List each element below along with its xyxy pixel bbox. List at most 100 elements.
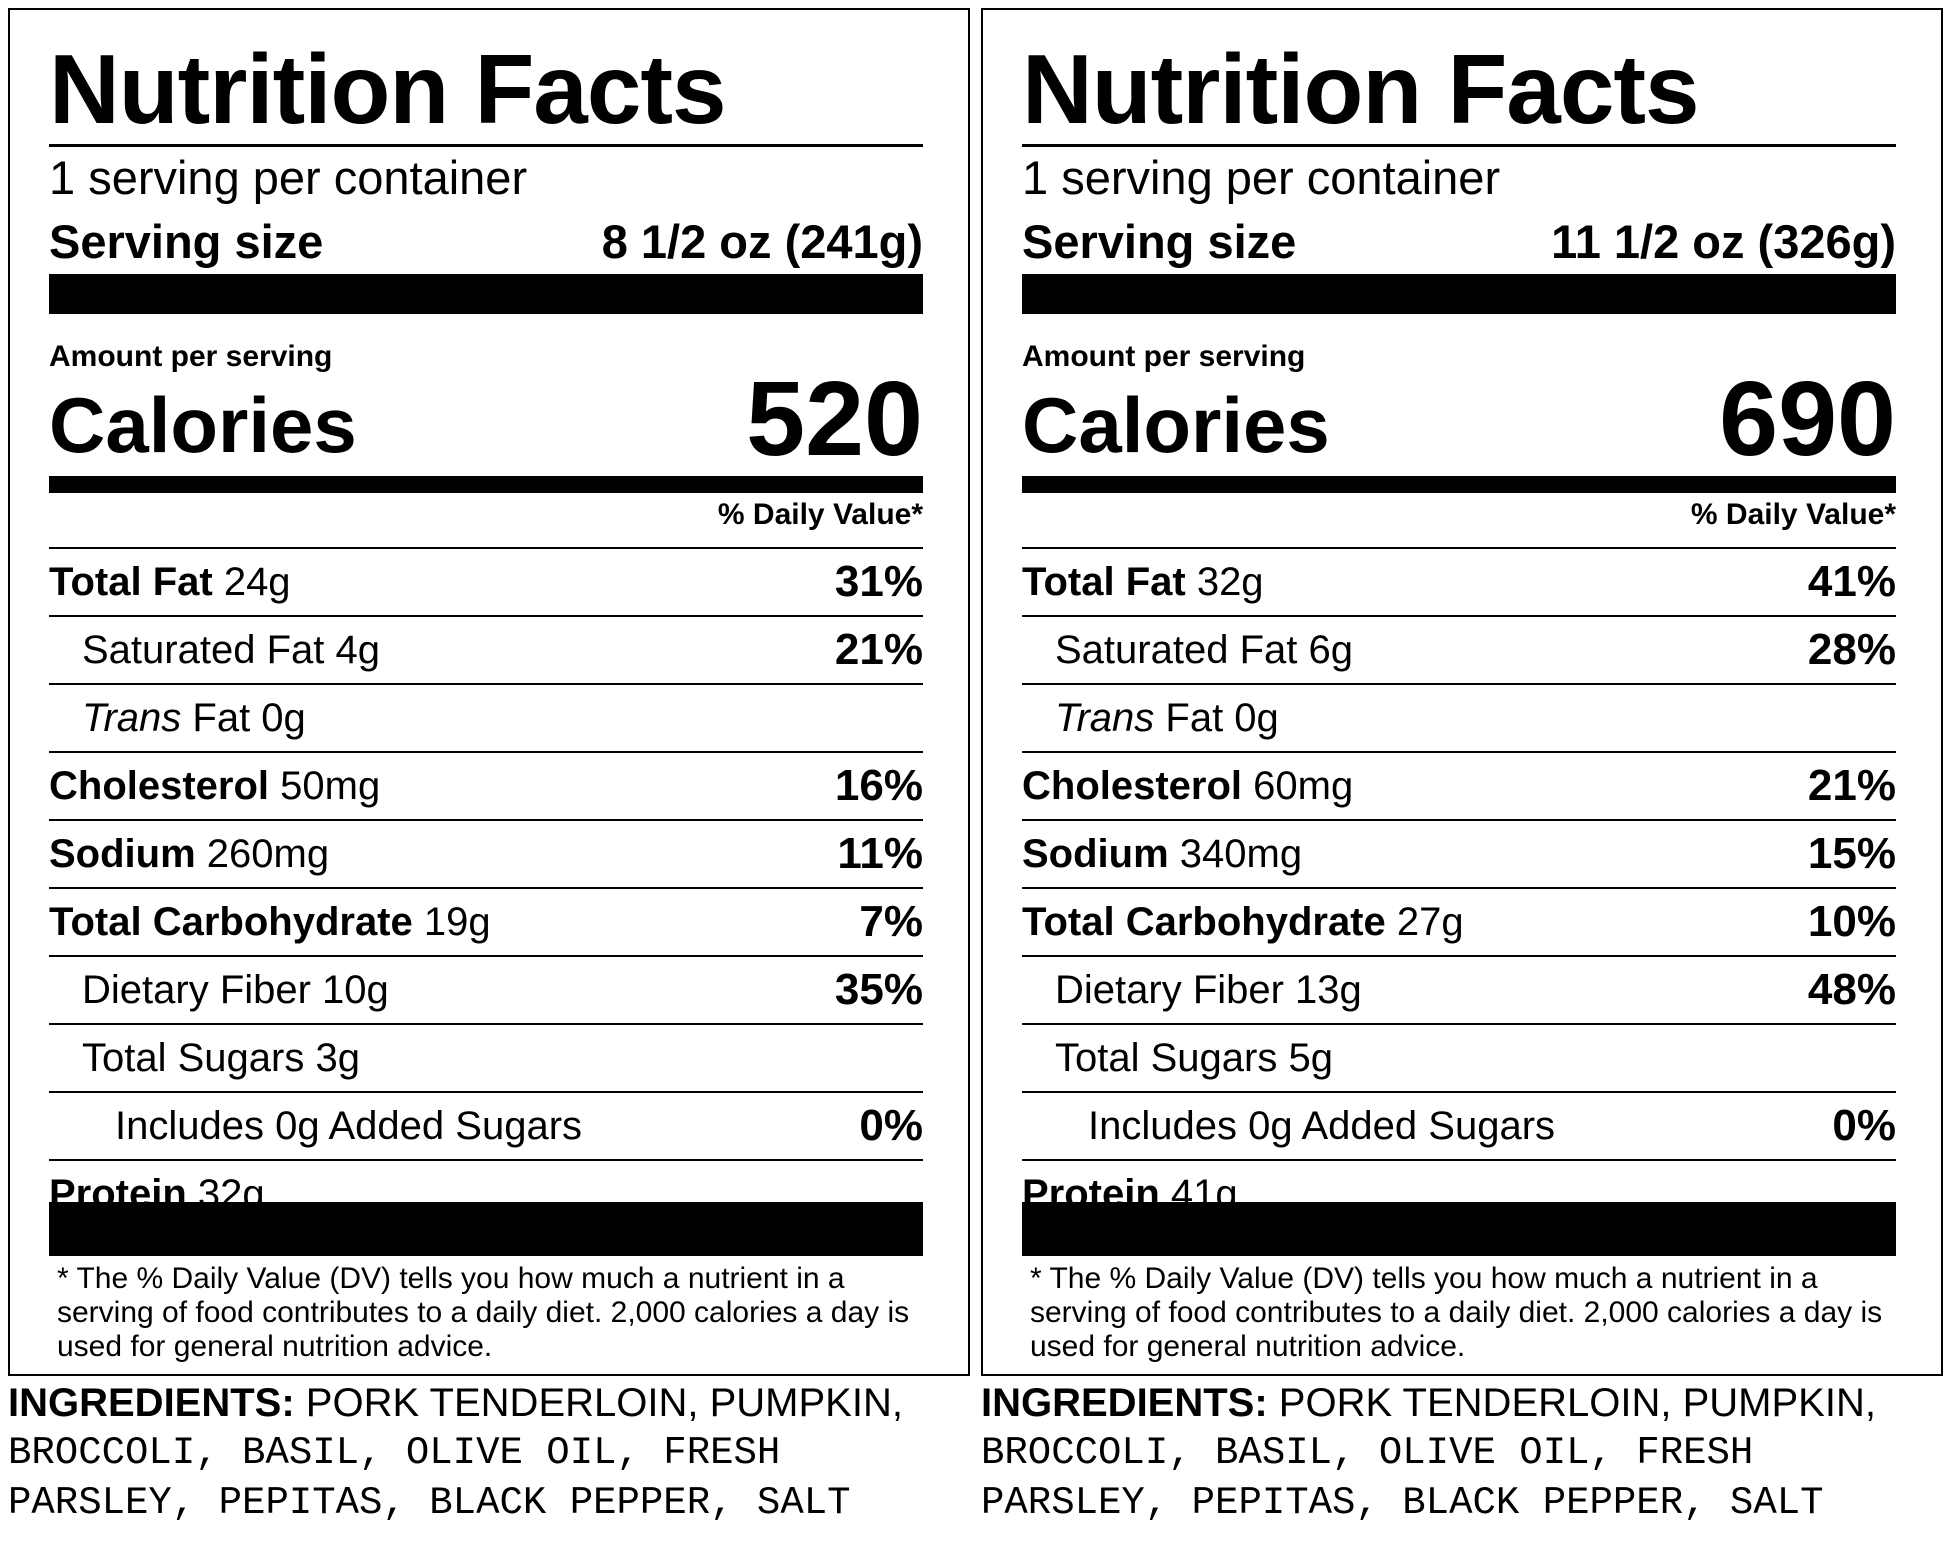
amount-per-serving: Amount per serving bbox=[49, 340, 333, 373]
nutrient-amount: 24g bbox=[212, 559, 291, 604]
nutrient-name: Fat 0g bbox=[181, 695, 306, 740]
nutrient-name: Total Fat bbox=[49, 559, 213, 604]
ingredients-line: PORK TENDERLOIN, PUMPKIN, bbox=[294, 1381, 903, 1425]
nutrient-amount: 50mg bbox=[269, 763, 381, 808]
nutrient-name: Cholesterol bbox=[49, 763, 270, 808]
calories-value: 520 bbox=[746, 360, 923, 478]
nutrient-name: Total Sugars 5g bbox=[1055, 1035, 1333, 1080]
title-rule bbox=[49, 144, 923, 147]
nutrient-name: Includes 0g Added Sugars bbox=[115, 1103, 583, 1148]
nutrient-row-total-fat: Total Fat 32g 41% bbox=[1022, 547, 1896, 615]
nutrition-label-right: Nutrition Facts 1 serving per container … bbox=[981, 8, 1943, 1376]
daily-value-pct: 31% bbox=[834, 557, 923, 606]
daily-value-pct: 21% bbox=[1807, 761, 1896, 810]
nutrient-amount: 260mg bbox=[195, 831, 330, 876]
nutrient-name: Total Carbohydrate bbox=[49, 899, 413, 944]
daily-value-pct: 41% bbox=[1807, 557, 1896, 606]
medium-divider bbox=[49, 476, 923, 493]
serving-size-row: Serving size 8 1/2 oz (241g) bbox=[49, 213, 923, 269]
daily-value-header: % Daily Value* bbox=[1690, 498, 1896, 531]
nutrient-name: Includes 0g Added Sugars bbox=[1088, 1103, 1556, 1148]
nutrient-row-trans-fat: Trans Fat 0g bbox=[1022, 683, 1896, 751]
daily-value-pct: 21% bbox=[834, 625, 923, 674]
daily-value-pct: 16% bbox=[834, 761, 923, 810]
nutrient-name: Total Sugars 3g bbox=[82, 1035, 360, 1080]
nutrient-row-cholesterol: Cholesterol 50mg 16% bbox=[49, 751, 923, 819]
daily-value-pct: 10% bbox=[1807, 897, 1896, 946]
thick-divider-bottom bbox=[49, 1202, 923, 1256]
ingredients-line: PARSLEY, PEPITAS, BLACK PEPPER, SALT bbox=[981, 1481, 1824, 1525]
nutrition-label-left: Nutrition Facts 1 serving per container … bbox=[8, 8, 970, 1376]
trans-word: Trans bbox=[82, 695, 182, 740]
daily-value-pct: 0% bbox=[1832, 1101, 1896, 1150]
daily-value-pct: 48% bbox=[1807, 965, 1896, 1014]
nutrient-rows: Total Fat 32g 41% Saturated Fat 6g 28% T… bbox=[1022, 547, 1896, 1227]
serving-size-row: Serving size 11 1/2 oz (326g) bbox=[1022, 213, 1896, 269]
nutrient-name: Sodium bbox=[1022, 831, 1169, 876]
label-title: Nutrition Facts bbox=[1022, 34, 1699, 144]
nutrient-name: Total Carbohydrate bbox=[1022, 899, 1386, 944]
servings-per-container: 1 serving per container bbox=[1022, 151, 1501, 204]
ingredients-line: BROCCOLI, BASIL, OLIVE OIL, FRESH bbox=[8, 1431, 781, 1475]
calories-value: 690 bbox=[1719, 360, 1896, 478]
daily-value-footnote: * The % Daily Value (DV) tells you how m… bbox=[57, 1262, 910, 1363]
daily-value-pct: 7% bbox=[859, 897, 923, 946]
nutrient-row-total-sugars: Total Sugars 3g bbox=[49, 1023, 923, 1091]
serving-size-value: 11 1/2 oz (326g) bbox=[1551, 214, 1896, 268]
nutrient-row-total-sugars: Total Sugars 5g bbox=[1022, 1023, 1896, 1091]
nutrient-row-sodium: Sodium 340mg 15% bbox=[1022, 819, 1896, 887]
nutrient-row-total-carbohydrate: Total Carbohydrate 19g 7% bbox=[49, 887, 923, 955]
ingredients-left: INGREDIENTS: PORK TENDERLOIN, PUMPKIN, B… bbox=[8, 1378, 970, 1528]
nutrient-amount: 19g bbox=[412, 899, 491, 944]
calories-row: Calories 690 bbox=[1022, 362, 1896, 472]
nutrient-row-total-fat: Total Fat 24g 31% bbox=[49, 547, 923, 615]
trans-word: Trans bbox=[1055, 695, 1155, 740]
daily-value-pct: 35% bbox=[834, 965, 923, 1014]
nutrient-name: Fat 0g bbox=[1154, 695, 1279, 740]
nutrient-row-saturated-fat: Saturated Fat 6g 28% bbox=[1022, 615, 1896, 683]
nutrient-name: Cholesterol bbox=[1022, 763, 1243, 808]
ingredients-label: INGREDIENTS: bbox=[981, 1381, 1268, 1425]
daily-value-header: % Daily Value* bbox=[717, 498, 923, 531]
calories-label: Calories bbox=[49, 381, 357, 469]
nutrient-name: Total Fat bbox=[1022, 559, 1186, 604]
daily-value-pct: 28% bbox=[1807, 625, 1896, 674]
nutrient-row-added-sugars: Includes 0g Added Sugars 0% bbox=[49, 1091, 923, 1159]
ingredients-line: PORK TENDERLOIN, PUMPKIN, bbox=[1267, 1381, 1876, 1425]
nutrient-amount: 27g bbox=[1385, 899, 1464, 944]
nutrient-row-cholesterol: Cholesterol 60mg 21% bbox=[1022, 751, 1896, 819]
ingredients-line: BROCCOLI, BASIL, OLIVE OIL, FRESH bbox=[981, 1431, 1754, 1475]
calories-row: Calories 520 bbox=[49, 362, 923, 472]
daily-value-pct: 11% bbox=[837, 829, 923, 878]
title-rule bbox=[1022, 144, 1896, 147]
medium-divider bbox=[1022, 476, 1896, 493]
nutrient-row-sodium: Sodium 260mg 11% bbox=[49, 819, 923, 887]
nutrient-row-trans-fat: Trans Fat 0g bbox=[49, 683, 923, 751]
nutrient-name: Sodium bbox=[49, 831, 196, 876]
serving-size-label: Serving size bbox=[1022, 214, 1297, 268]
nutrient-amount: 60mg bbox=[1242, 763, 1354, 808]
nutrient-name: Dietary Fiber 13g bbox=[1055, 967, 1362, 1012]
nutrient-row-dietary-fiber: Dietary Fiber 13g 48% bbox=[1022, 955, 1896, 1023]
label-title: Nutrition Facts bbox=[49, 34, 726, 144]
serving-size-value: 8 1/2 oz (241g) bbox=[601, 214, 923, 268]
serving-size-label: Serving size bbox=[49, 214, 324, 268]
daily-value-pct: 15% bbox=[1807, 829, 1896, 878]
nutrient-name: Dietary Fiber 10g bbox=[82, 967, 389, 1012]
servings-per-container: 1 serving per container bbox=[49, 151, 528, 204]
nutrient-row-saturated-fat: Saturated Fat 4g 21% bbox=[49, 615, 923, 683]
nutrient-amount: 32g bbox=[1185, 559, 1264, 604]
nutrient-row-total-carbohydrate: Total Carbohydrate 27g 10% bbox=[1022, 887, 1896, 955]
thick-divider bbox=[1022, 274, 1896, 314]
nutrient-row-dietary-fiber: Dietary Fiber 10g 35% bbox=[49, 955, 923, 1023]
thick-divider bbox=[49, 274, 923, 314]
ingredients-right: INGREDIENTS: PORK TENDERLOIN, PUMPKIN, B… bbox=[981, 1378, 1943, 1528]
nutrient-amount: 340mg bbox=[1168, 831, 1303, 876]
nutrient-row-added-sugars: Includes 0g Added Sugars 0% bbox=[1022, 1091, 1896, 1159]
thick-divider-bottom bbox=[1022, 1202, 1896, 1256]
calories-label: Calories bbox=[1022, 381, 1330, 469]
nutrient-name: Saturated Fat 4g bbox=[82, 627, 380, 672]
amount-per-serving: Amount per serving bbox=[1022, 340, 1306, 373]
ingredients-line: PARSLEY, PEPITAS, BLACK PEPPER, SALT bbox=[8, 1481, 851, 1525]
nutrient-name: Saturated Fat 6g bbox=[1055, 627, 1353, 672]
